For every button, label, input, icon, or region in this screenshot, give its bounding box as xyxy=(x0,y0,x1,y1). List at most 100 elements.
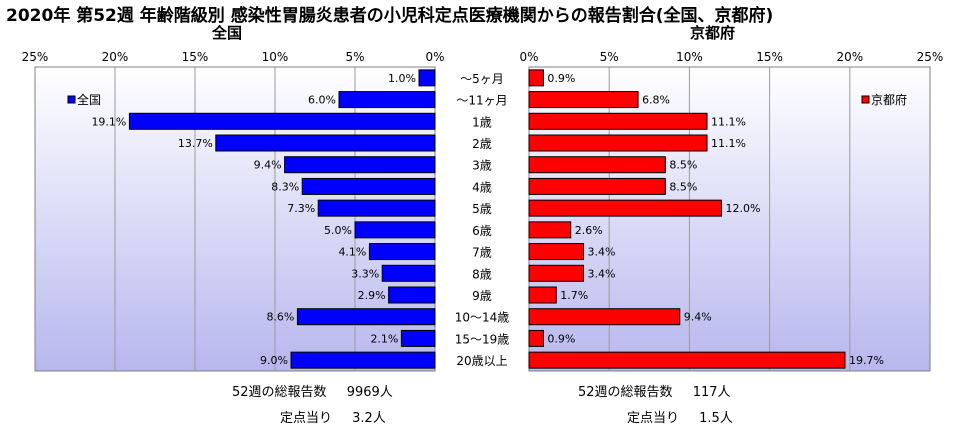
left-x-tick-label: 15% xyxy=(182,50,209,64)
category-label: 15～19歳 xyxy=(455,332,510,346)
bar-left-value-label: 6.0% xyxy=(308,94,336,107)
right-per-site-label: 定点当り xyxy=(627,411,680,426)
bar-right xyxy=(528,134,708,152)
bar-right-value-label: 9.4% xyxy=(684,311,712,324)
category-label: 2歳 xyxy=(472,137,492,151)
bar-right-value-label: 6.8% xyxy=(642,94,670,107)
bar-left-value-label: 5.0% xyxy=(324,224,352,237)
bar-right-value-label: 11.1% xyxy=(711,137,746,150)
bar-right-value-label: 3.4% xyxy=(588,267,616,280)
right-chart-subtitle: 京都府 xyxy=(690,24,736,42)
bar-left-value-label: 4.1% xyxy=(338,246,366,259)
bar-left xyxy=(338,91,436,109)
right-per-site: 定点当り 1.5人 xyxy=(627,407,733,426)
category-label: 1歳 xyxy=(472,115,492,129)
left-per-site: 定点当り 3.2人 xyxy=(280,407,386,426)
bar-left-value-label: 19.1% xyxy=(91,115,126,128)
bar-left xyxy=(381,264,436,282)
bar-right xyxy=(528,351,846,369)
left-x-tick-label: 5% xyxy=(345,50,364,64)
left-x-tick-label: 0% xyxy=(425,50,444,64)
bar-left xyxy=(317,199,436,217)
bar-right-value-label: 3.4% xyxy=(588,246,616,259)
bar-right-value-label: 0.9% xyxy=(547,72,575,85)
bar-right xyxy=(528,177,666,195)
category-label: ～5ヶ月 xyxy=(460,72,504,86)
bar-left xyxy=(418,69,436,87)
right-x-tick-label: 15% xyxy=(756,50,783,64)
right-total-reports-value: 117人 xyxy=(692,385,731,400)
left-legend-label: 全国 xyxy=(77,92,101,107)
category-label: 5歳 xyxy=(472,202,492,216)
left-per-site-value: 3.2人 xyxy=(352,411,386,426)
left-plot-area xyxy=(34,66,436,372)
bar-right xyxy=(528,264,585,282)
right-plot-area xyxy=(528,66,931,372)
bar-left-value-label: 7.3% xyxy=(287,202,315,215)
bar-right xyxy=(528,243,585,261)
right-x-tick-label: 0% xyxy=(519,50,538,64)
right-x-tick-label: 20% xyxy=(836,50,863,64)
chart-title: 2020年 第52週 年齢階級別 感染性胃腸炎患者の小児科定点医療機関からの報告… xyxy=(6,6,774,26)
right-total-reports: 52週の総報告数 117人 xyxy=(578,381,731,400)
left-total-reports: 52週の総報告数 9969人 xyxy=(232,381,393,400)
right-x-tick-label: 25% xyxy=(917,50,944,64)
bar-right xyxy=(528,69,544,87)
left-x-tick-label: 20% xyxy=(102,50,129,64)
category-label: 9歳 xyxy=(472,289,492,303)
bar-left xyxy=(388,286,436,304)
bar-right-value-label: 0.9% xyxy=(547,332,575,345)
right-x-tick-label: 5% xyxy=(600,50,619,64)
bar-right-value-label: 1.7% xyxy=(560,289,588,302)
left-per-site-label: 定点当り xyxy=(280,411,333,426)
bar-left-value-label: 3.3% xyxy=(351,267,379,280)
left-total-reports-label: 52週の総報告数 xyxy=(232,385,327,400)
right-total-reports-label: 52週の総報告数 xyxy=(578,385,673,400)
bar-right xyxy=(528,199,722,217)
bar-left-value-label: 2.1% xyxy=(370,332,398,345)
bar-left xyxy=(368,243,436,261)
left-total-reports-value: 9969人 xyxy=(346,385,393,400)
bar-left-value-label: 9.4% xyxy=(254,159,282,172)
right-per-site-value: 1.5人 xyxy=(699,411,733,426)
bar-left-value-label: 8.6% xyxy=(266,311,294,324)
bar-left xyxy=(296,308,436,326)
bar-left xyxy=(284,156,436,174)
bar-right xyxy=(528,221,572,239)
bar-left-value-label: 13.7% xyxy=(178,137,213,150)
category-label: 7歳 xyxy=(472,246,492,260)
bar-right-value-label: 8.5% xyxy=(669,159,697,172)
bar-left xyxy=(301,177,436,195)
left-legend-swatch xyxy=(67,95,76,104)
right-legend-swatch xyxy=(861,95,870,104)
bar-right-value-label: 11.1% xyxy=(711,115,746,128)
left-chart-subtitle: 全国 xyxy=(212,24,243,42)
bar-right xyxy=(528,156,666,174)
left-x-tick-label: 10% xyxy=(262,50,289,64)
bar-right xyxy=(528,329,544,347)
bar-right xyxy=(528,91,639,109)
bar-right xyxy=(528,286,557,304)
bar-right-value-label: 2.6% xyxy=(575,224,603,237)
category-label: 6歳 xyxy=(472,224,492,238)
bar-left-value-label: 1.0% xyxy=(388,72,416,85)
bar-right-value-label: 8.5% xyxy=(669,180,697,193)
bar-left xyxy=(354,221,436,239)
bar-left-value-label: 2.9% xyxy=(358,289,386,302)
right-x-tick-label: 10% xyxy=(676,50,703,64)
right-legend-label: 京都府 xyxy=(871,92,907,107)
category-label: 8歳 xyxy=(472,267,492,281)
bar-right xyxy=(528,308,681,326)
category-label: 3歳 xyxy=(472,159,492,173)
bar-left-value-label: 8.3% xyxy=(271,180,299,193)
bar-right xyxy=(528,112,708,130)
bar-left xyxy=(290,351,436,369)
category-label: ～11ヶ月 xyxy=(456,94,507,108)
category-label: 20歳以上 xyxy=(456,354,507,368)
category-label: 4歳 xyxy=(472,180,492,194)
bar-left xyxy=(400,329,436,347)
bar-left xyxy=(128,112,436,130)
category-label: 10～14歳 xyxy=(455,311,510,325)
